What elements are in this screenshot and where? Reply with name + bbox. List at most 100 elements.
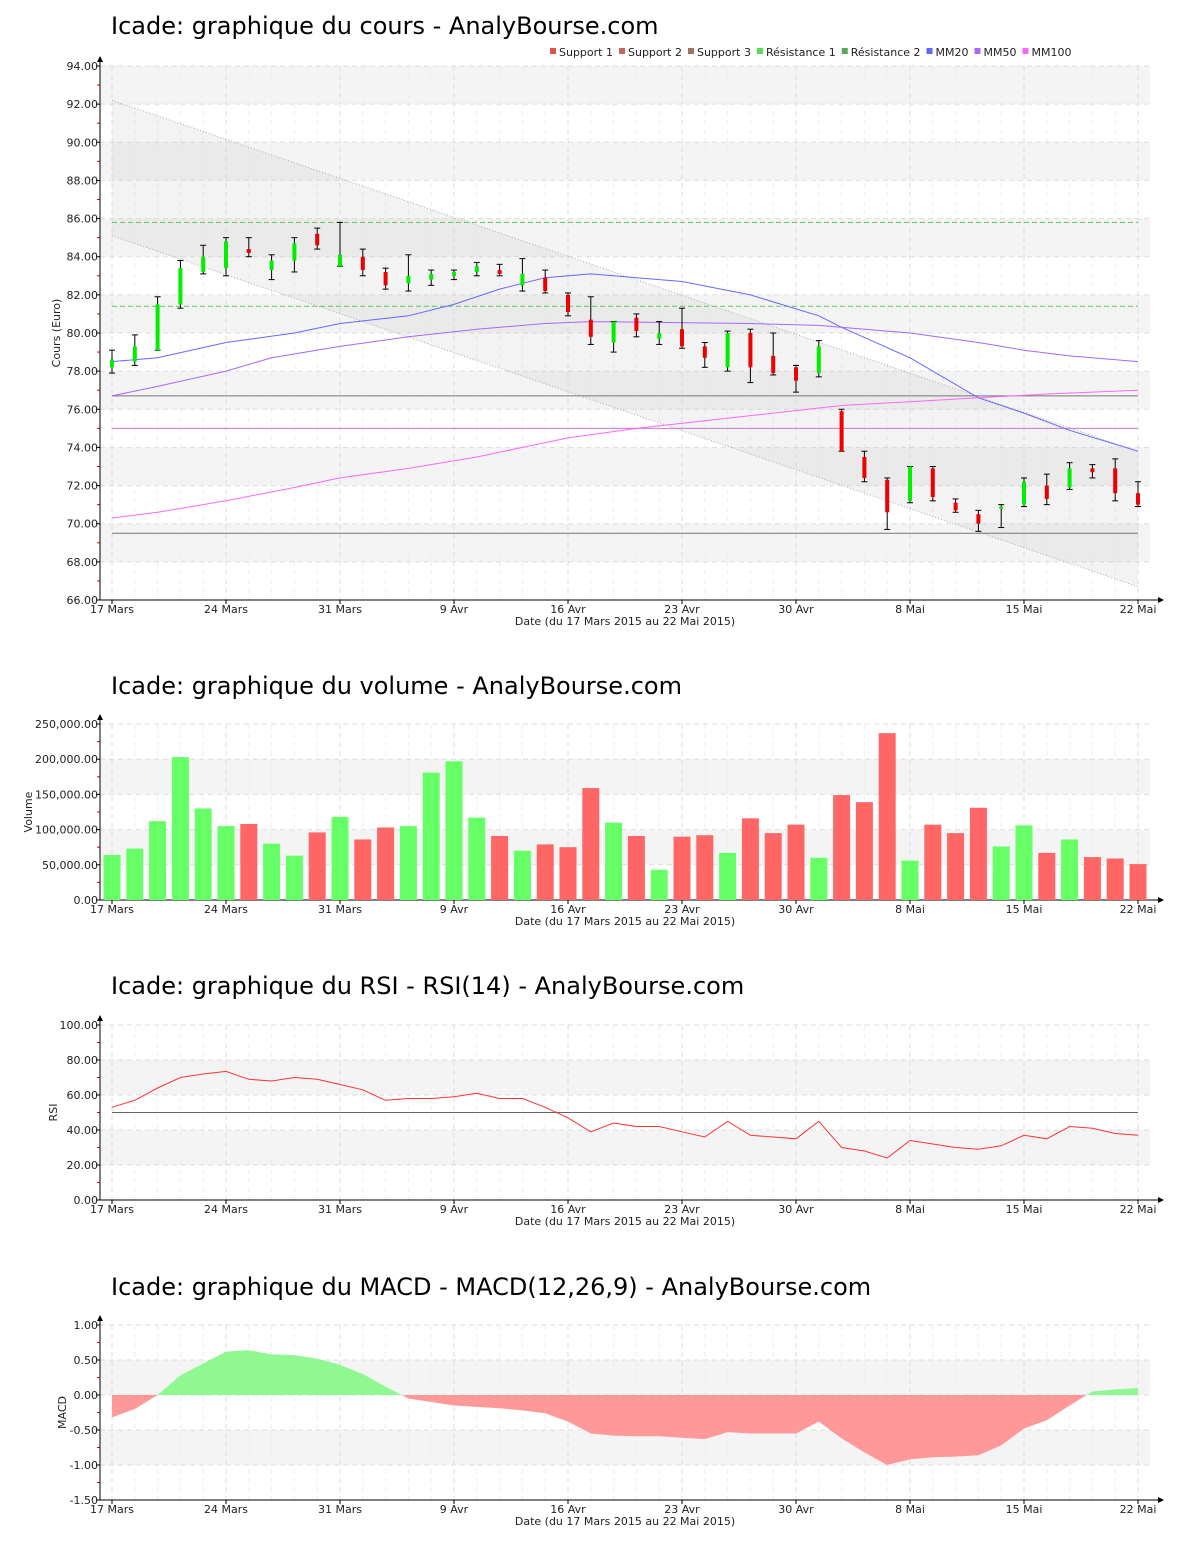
x-tick-label: 24 Mars [204, 903, 248, 916]
candle-body [1113, 468, 1118, 494]
x-axis-label: Date (du 17 Mars 2015 au 22 Mai 2015) [515, 1215, 735, 1228]
candle-body [816, 346, 821, 374]
candle-body [1044, 485, 1049, 499]
trend-channel-lower [111, 235, 1139, 588]
y-tick-label: 100.00 [60, 1019, 99, 1032]
candle [314, 227, 321, 250]
candle [975, 509, 982, 532]
candle [245, 237, 252, 258]
volume-bar [559, 847, 577, 900]
chart-panel-1: Icade: graphique du volume - AnalyBourse… [22, 672, 1164, 928]
candle-body [908, 466, 912, 501]
legend-item: MM20 [936, 46, 969, 59]
candle [223, 237, 229, 277]
candle [747, 328, 754, 384]
candle [382, 267, 389, 290]
grid-band [100, 142, 1150, 181]
y-tick-label: 70.00 [67, 518, 99, 531]
x-tick-label: 23 Avr [664, 903, 700, 916]
y-tick-label: 200,000.00 [35, 753, 98, 766]
y-tick-label: 40.00 [67, 1124, 99, 1137]
y-tick-label: 94.00 [67, 60, 99, 73]
x-tick-label: 16 Avr [550, 603, 586, 616]
volume-bar [149, 821, 167, 900]
volume-bar [810, 857, 828, 900]
y-tick-label: -1.50 [70, 1494, 98, 1507]
x-tick-label: 22 Mai [1120, 603, 1157, 616]
candle-body [748, 333, 753, 368]
candle-body [725, 333, 730, 368]
chart-panel-3: Icade: graphique du MACD - MACD(12,26,9)… [56, 1273, 1164, 1528]
candle [268, 254, 275, 281]
volume-bar [331, 816, 349, 900]
volume-bar [833, 795, 851, 900]
volume-bar [696, 835, 714, 900]
legend-item: Support 3 [697, 46, 751, 59]
candle-body [246, 249, 251, 253]
candle-body [1022, 481, 1026, 505]
x-tick-label: 22 Mai [1120, 903, 1157, 916]
volume-bar [1015, 825, 1033, 900]
x-tick-label: 8 Mai [895, 1203, 925, 1216]
y-tick-label: 1.00 [74, 1319, 99, 1332]
candle [1021, 477, 1027, 508]
y-tick-label: 72.00 [67, 480, 99, 493]
candle-body [680, 329, 684, 347]
legend-swatch-icon [1022, 48, 1029, 54]
volume-bar [650, 869, 668, 900]
volume-bar [582, 788, 600, 900]
y-axis-arrow-icon [97, 56, 103, 62]
candle [793, 364, 799, 393]
y-tick-label: 82.00 [67, 289, 99, 302]
x-tick-label: 23 Avr [664, 1503, 700, 1516]
volume-bar [263, 843, 281, 900]
candle [565, 292, 571, 317]
volume-bar [764, 833, 782, 900]
candle-body [702, 346, 707, 358]
x-tick-label: 24 Mars [204, 1203, 248, 1216]
x-tick-label: 31 Mars [318, 1503, 362, 1516]
x-tick-label: 24 Mars [204, 603, 248, 616]
x-axis-arrow-icon [1158, 597, 1164, 603]
candle-body [543, 277, 548, 292]
candle [929, 466, 936, 502]
candle-body [360, 256, 365, 271]
x-tick-label: 16 Avr [550, 1503, 586, 1516]
grid-band [100, 66, 1150, 105]
x-axis-label: Date (du 17 Mars 2015 au 22 Mai 2015) [515, 1515, 735, 1528]
legend-item: Support 2 [628, 46, 682, 59]
legend-swatch-icon [756, 48, 763, 54]
x-tick-label: 31 Mars [318, 1203, 362, 1216]
grid-band [100, 759, 1150, 795]
candle-body [1136, 493, 1140, 505]
y-axis-label: MACD [56, 1396, 69, 1429]
volume-bar [285, 855, 303, 900]
volume-bar [377, 827, 395, 900]
candle [200, 244, 207, 275]
volume-bar [787, 824, 805, 900]
candle [1135, 481, 1141, 508]
x-tick-label: 8 Mai [895, 903, 925, 916]
volume-bar [947, 833, 965, 900]
volume-bar [171, 757, 189, 900]
candle-body [269, 260, 274, 271]
y-tick-label: 50,000.00 [42, 859, 98, 872]
volume-bar [354, 839, 372, 900]
candle [359, 248, 366, 277]
candle [177, 260, 184, 309]
candle-body [953, 502, 958, 511]
x-axis-arrow-icon [1158, 1197, 1164, 1203]
volume-bar [422, 772, 440, 900]
candle-body [930, 468, 935, 498]
volume-bar [217, 826, 235, 900]
trend-channel-upper [111, 99, 1139, 452]
x-tick-label: 15 Mai [1006, 1503, 1043, 1516]
candle-body [520, 273, 525, 286]
x-tick-label: 15 Mai [1006, 1203, 1043, 1216]
grid-band [100, 523, 1150, 562]
candle-body [292, 243, 297, 261]
candle [519, 258, 526, 292]
candle [884, 477, 891, 530]
candle-body [452, 271, 456, 276]
